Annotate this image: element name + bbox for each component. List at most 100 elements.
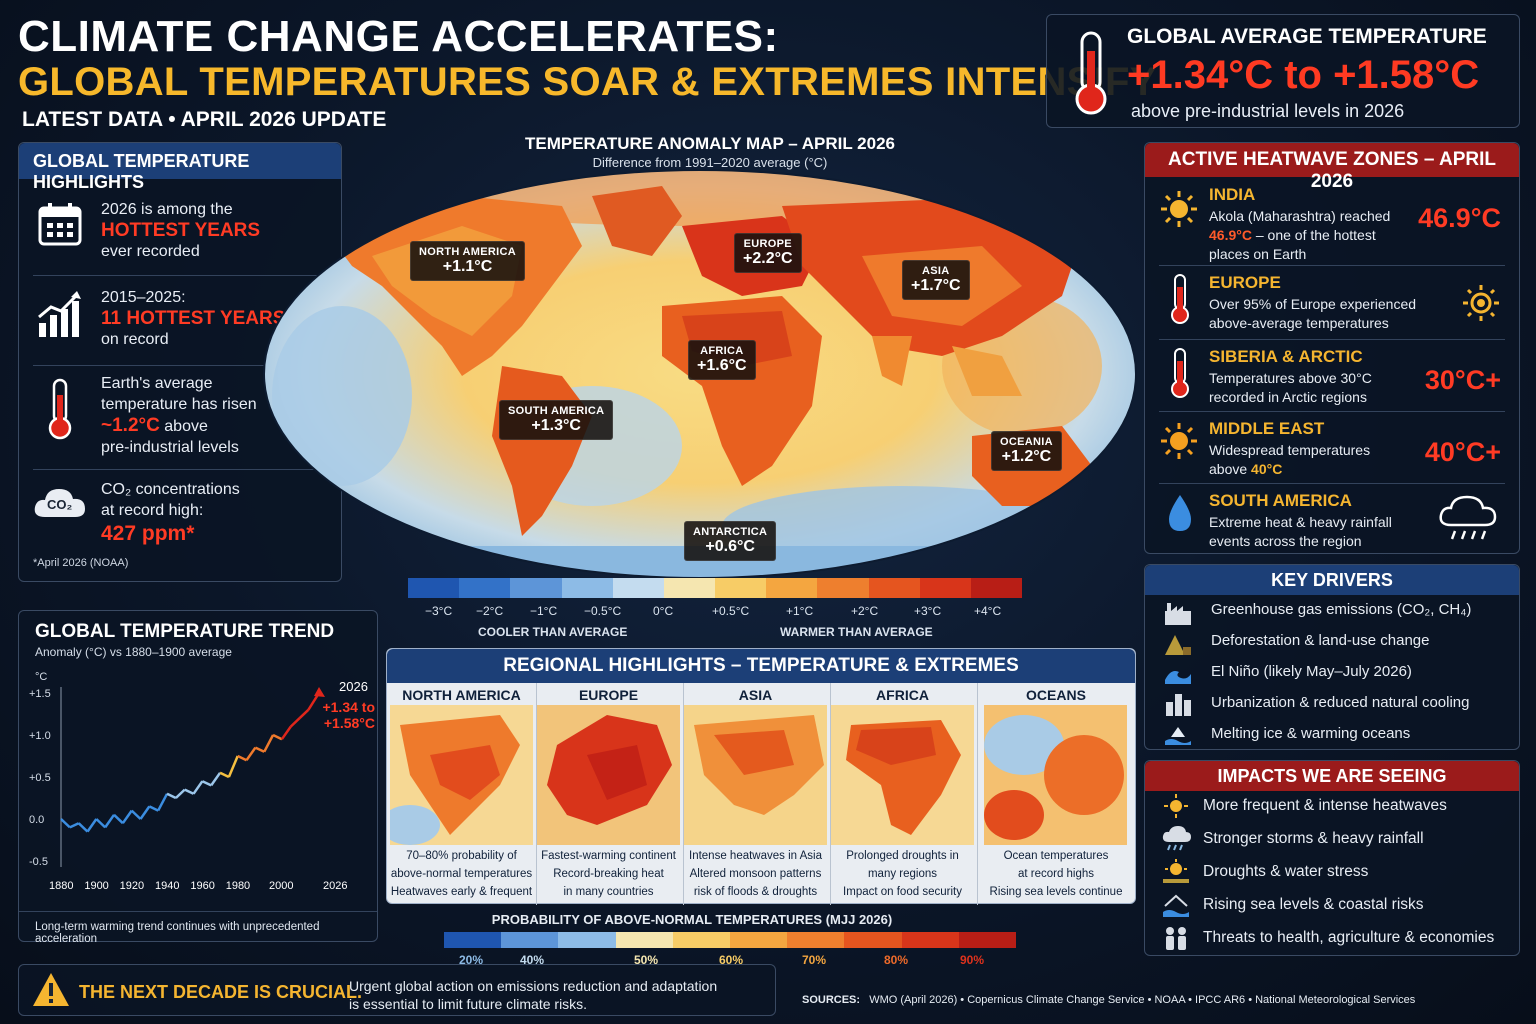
heatwave-name: EUROPE bbox=[1209, 273, 1281, 292]
next-decade-panel: THE NEXT DECADE IS CRUCIAL. Urgent globa… bbox=[18, 964, 776, 1016]
trend-line-segment bbox=[95, 818, 107, 829]
trend-panel: GLOBAL TEMPERATURE TREND Anomaly (°C) vs… bbox=[18, 610, 378, 945]
global-average-box: GLOBAL AVERAGE TEMPERATURE +1.34°C to +1… bbox=[1046, 14, 1520, 128]
x-tick-label: 1960 bbox=[190, 880, 214, 892]
trend-line-segment bbox=[219, 771, 230, 779]
drivers-panel: KEY DRIVERS Greenhouse gas emissions (CO… bbox=[1144, 564, 1520, 750]
map-label-name: SOUTH AMERICA bbox=[508, 405, 605, 417]
trend-line-segment bbox=[227, 755, 239, 778]
scale-tick: −3°C bbox=[425, 604, 453, 618]
trend-title: GLOBAL TEMPERATURE TREND bbox=[35, 621, 335, 642]
heatwave-name: INDIA bbox=[1209, 185, 1256, 204]
calendar-icon bbox=[38, 203, 82, 246]
map-label-name: ASIA bbox=[922, 265, 950, 277]
thermometer-icon bbox=[1171, 274, 1189, 324]
highlight-text: CO₂ concentrations bbox=[101, 481, 240, 498]
y-tick-label: +0.5 bbox=[29, 772, 51, 784]
heatwave-emph: 46.9°C bbox=[1209, 227, 1252, 243]
trend-line-segment bbox=[210, 772, 222, 787]
global-average-title: GLOBAL AVERAGE TEMPERATURE bbox=[1127, 25, 1487, 48]
y-tick-label: 0.0 bbox=[29, 814, 44, 826]
heatwave-value: 40°C+ bbox=[1424, 437, 1501, 467]
trend-line-segment bbox=[69, 822, 80, 829]
region-desc-line: in many countries bbox=[563, 886, 654, 898]
region-name: OCEANS bbox=[1026, 687, 1086, 703]
heatwave-south-america: SOUTH AMERICA Extreme heat & heavy rainf… bbox=[1145, 487, 1519, 559]
heatwave-desc: Widespread temperatures above 40°C bbox=[1209, 441, 1370, 479]
highlight-text: Earth's average bbox=[101, 375, 213, 392]
impact-item: Droughts & water stress bbox=[1203, 863, 1369, 880]
highlight-text: ever recorded bbox=[101, 243, 200, 260]
scale-tick: −2°C bbox=[476, 604, 504, 618]
scale-tick: −0.5°C bbox=[584, 604, 622, 618]
map-label-oceania: OCEANIA +1.2°C bbox=[991, 431, 1062, 471]
north-america-map bbox=[390, 705, 533, 845]
africa-map bbox=[831, 705, 974, 845]
anomaly-color-scale bbox=[408, 578, 1023, 598]
region-desc-line: Impact on food security bbox=[843, 886, 962, 898]
scale-tick: +2°C bbox=[851, 604, 879, 618]
storm-cloud-icon bbox=[1162, 826, 1191, 851]
drivers-title: KEY DRIVERS bbox=[1145, 565, 1519, 595]
map-label-name: NORTH AMERICA bbox=[419, 246, 516, 258]
heatwave-title: ACTIVE HEATWAVE ZONES – APRIL 2026 bbox=[1145, 143, 1519, 192]
highlight-text: above bbox=[159, 418, 208, 435]
heatwave-desc-line: above-average temperatures bbox=[1209, 315, 1389, 331]
impact-item: Threats to health, agriculture & economi… bbox=[1203, 929, 1495, 946]
trend-footer: Long-term warming trend continues with u… bbox=[35, 921, 320, 945]
divider bbox=[1159, 483, 1505, 484]
sources: SOURCES: WMO (April 2026) • Copernicus C… bbox=[802, 994, 1415, 1006]
city-icon bbox=[1166, 694, 1191, 716]
title-line-2: GLOBAL TEMPERATURES SOAR & EXTREMES INTE… bbox=[18, 60, 1157, 104]
impact-item: Stronger storms & heavy rainfall bbox=[1203, 830, 1424, 847]
highlight-text: at record high: bbox=[101, 502, 204, 519]
thermometer-icon bbox=[1075, 31, 1107, 115]
divider bbox=[1159, 339, 1505, 340]
warmer-label: WARMER THAN AVERAGE bbox=[780, 625, 933, 639]
rain-cloud-icon bbox=[1439, 495, 1497, 540]
trend-line-segment bbox=[121, 809, 133, 824]
global-average-note: above pre-industrial levels in 2026 bbox=[1131, 101, 1405, 121]
trend-line-segment bbox=[289, 717, 301, 728]
trend-line-segment bbox=[245, 746, 257, 761]
divider bbox=[1159, 411, 1505, 412]
region-desc-line: risk of floods & droughts bbox=[693, 886, 818, 898]
heatwave-desc-line: Widespread temperatures bbox=[1209, 442, 1371, 458]
heatwave-emph: 40°C bbox=[1251, 461, 1283, 477]
divider bbox=[33, 275, 327, 276]
impact-item: More frequent & intense heatwaves bbox=[1203, 797, 1447, 814]
sun-icon bbox=[1161, 191, 1197, 227]
probability-tick: 70% bbox=[802, 953, 827, 967]
x-tick-label: 2000 bbox=[269, 880, 293, 892]
y-tick-label: +1.0 bbox=[29, 730, 51, 742]
trend-line-segment bbox=[254, 746, 265, 753]
highlight-emph: ~1.2°C bbox=[101, 415, 160, 436]
trend-year-label: 2026 bbox=[339, 679, 368, 694]
sources-list: WMO (April 2026) • Copernicus Climate Ch… bbox=[869, 994, 1416, 1006]
highlights-panel: GLOBAL TEMPERATURE HIGHLIGHTS 2026 is am… bbox=[18, 142, 342, 582]
x-tick-label: 1980 bbox=[226, 880, 250, 892]
probability-tick: 50% bbox=[634, 953, 659, 967]
region-name: AFRICA bbox=[876, 687, 929, 703]
impacts-title: IMPACTS WE ARE SEEING bbox=[1145, 761, 1519, 791]
trend-line-segment bbox=[184, 788, 195, 795]
y-tick-label: -0.5 bbox=[29, 856, 48, 868]
europe-map bbox=[537, 705, 680, 845]
regional-panel: REGIONAL HIGHLIGHTS – TEMPERATURE & EXTR… bbox=[386, 648, 1136, 905]
region-name: EUROPE bbox=[578, 687, 639, 703]
scale-tick: −1°C bbox=[530, 604, 558, 618]
region-asia: ASIA Intense heatwaves in Asia Altered m… bbox=[681, 683, 831, 905]
next-decade-text: Urgent global action on emissions reduct… bbox=[349, 977, 717, 1013]
trend-line-segment bbox=[77, 822, 89, 833]
co2-badge: CO₂ bbox=[47, 497, 73, 512]
map-label-name: ANTARCTICA bbox=[693, 526, 768, 538]
heatwave-desc-line: Over 95% of Europe experienced bbox=[1209, 296, 1417, 312]
next-decade-line: is essential to limit future climate ris… bbox=[349, 996, 588, 1012]
highlight-text: temperature has risen bbox=[101, 396, 257, 413]
sea-level-icon bbox=[1163, 894, 1189, 917]
footnote: *April 2026 (NOAA) bbox=[33, 557, 129, 569]
map-label-south-america: SOUTH AMERICA +1.3°C bbox=[499, 400, 614, 440]
heatwave-desc-line: Extreme heat & heavy rainfall bbox=[1209, 514, 1392, 530]
region-desc-line: above-normal temperatures bbox=[390, 868, 533, 880]
trend-arrowhead bbox=[314, 687, 325, 697]
